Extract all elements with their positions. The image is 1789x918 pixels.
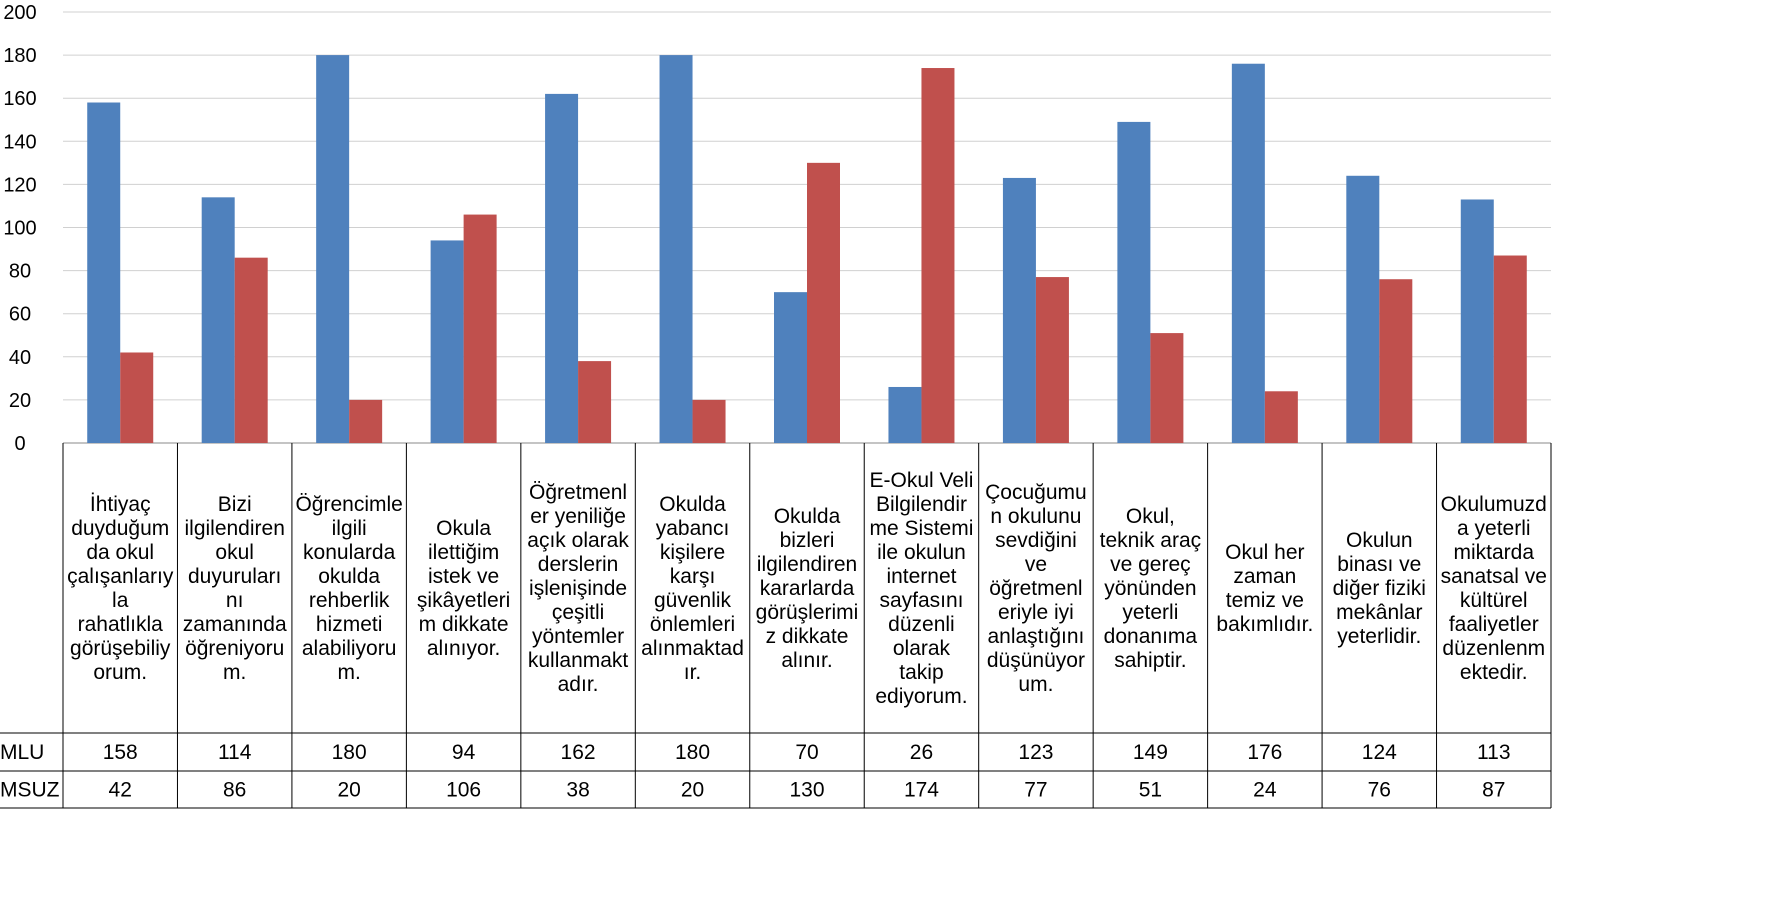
y-tick-label: 200 xyxy=(3,2,36,24)
table-value-mlu: 180 xyxy=(332,741,367,764)
category-label: İhtiyaç duyduğum da okul çalışanlarıy la raha… xyxy=(67,493,174,684)
table-value-msuz: 106 xyxy=(446,779,481,802)
bar-msuz xyxy=(1150,333,1184,443)
y-tick-label: 120 xyxy=(3,174,36,196)
y-tick-label: 100 xyxy=(3,218,36,240)
category-label: Okul her zaman temiz ve bakımlıdır. xyxy=(1216,541,1313,636)
bar-msuz xyxy=(1264,391,1298,443)
table-value-msuz: 20 xyxy=(681,779,704,802)
bar-mlu xyxy=(316,55,350,443)
table-value-msuz: 174 xyxy=(904,779,939,802)
table-value-msuz: 130 xyxy=(789,779,824,802)
bar-msuz xyxy=(1379,279,1413,443)
category-label: Öğrencimle ilgili konularda okulda rehberlik… xyxy=(295,493,402,684)
data-table: İhtiyaç duyduğum da okul çalışanlarıy la raha… xyxy=(0,443,1552,809)
table-value-msuz: 76 xyxy=(1368,779,1391,802)
table-value-msuz: 20 xyxy=(337,779,360,802)
table-value-mlu: 162 xyxy=(561,741,596,764)
bar-msuz xyxy=(1035,277,1069,443)
bar-mlu xyxy=(1002,177,1036,443)
category-label: Okul, teknik araç ve gereç yönünden yeterli d… xyxy=(1100,505,1202,672)
category-label: Okulun binası ve diğer fiziki mekânlar yeter… xyxy=(1333,529,1426,648)
bar-msuz xyxy=(921,68,955,443)
bar-mlu xyxy=(1231,63,1265,443)
bar-msuz xyxy=(120,352,154,443)
table-value-msuz: 86 xyxy=(223,779,246,802)
table-value-mlu: 158 xyxy=(103,741,138,764)
bars xyxy=(87,55,1527,443)
bar-mlu xyxy=(1117,121,1151,443)
category-label: Çocuğumu n okulunu sevdiğini ve öğretmenl eri… xyxy=(985,481,1087,696)
y-tick-label: 80 xyxy=(9,261,31,283)
table-value-mlu: 124 xyxy=(1362,741,1397,764)
category-label: Okulda bizleri ilgilendiren kararlarda görüş… xyxy=(756,505,859,672)
table-value-msuz: 42 xyxy=(109,779,132,802)
bar-msuz xyxy=(692,399,726,443)
y-tick-label: 140 xyxy=(3,131,36,153)
table-value-mlu: 123 xyxy=(1018,741,1053,764)
bar-msuz xyxy=(807,162,840,443)
y-tick-label: 20 xyxy=(9,390,31,412)
table-value-mlu: 180 xyxy=(675,741,710,764)
table-value-msuz: 77 xyxy=(1024,779,1047,802)
bar-mlu xyxy=(201,197,235,443)
table-value-mlu: 176 xyxy=(1247,741,1282,764)
bar-mlu xyxy=(430,240,464,443)
series-row-label: MLU xyxy=(0,741,44,764)
bar-msuz xyxy=(349,399,383,443)
bar-mlu xyxy=(659,55,693,443)
y-tick-label: 60 xyxy=(9,304,31,326)
bar-msuz xyxy=(234,257,268,443)
table-value-msuz: 24 xyxy=(1253,779,1277,802)
bar-msuz xyxy=(1493,255,1527,443)
table-value-msuz: 87 xyxy=(1482,779,1505,802)
table-value-mlu: 149 xyxy=(1133,741,1168,764)
y-tick-label: 180 xyxy=(3,45,36,67)
bar-mlu xyxy=(888,386,922,443)
bar-mlu xyxy=(1460,199,1494,443)
table-value-mlu: 70 xyxy=(795,741,818,764)
table-value-mlu: 114 xyxy=(218,741,252,764)
category-label: Okula ilettiğim istek ve şikâyetleri m dikka… xyxy=(417,517,510,660)
bar-msuz xyxy=(578,361,612,443)
table-value-msuz: 38 xyxy=(566,779,589,802)
y-axis: 0 20 40 60 80 100 120 140 160 180 200 xyxy=(3,2,36,455)
y-tick-label: 0 xyxy=(14,433,25,455)
y-tick-label: 40 xyxy=(9,347,31,369)
bar-mlu xyxy=(545,93,579,443)
category-label: Bizi ilgilendiren okul duyuruları nı zamanınd… xyxy=(183,493,287,684)
bar-mlu xyxy=(774,292,807,443)
table-value-mlu: 94 xyxy=(452,741,476,764)
bar-mlu xyxy=(1346,175,1380,443)
y-tick-label: 160 xyxy=(3,88,36,110)
series-row-label: MSUZ xyxy=(0,779,60,802)
category-label: Okulda yabancı kişilere karşı güvenlik önleml… xyxy=(641,493,744,684)
category-label: Öğretmenl er yeniliğe açık olarak derslerin… xyxy=(527,481,629,696)
category-label: E-Okul Veli Bilgilendir me Sistemi ile okul… xyxy=(870,469,974,708)
category-label: Okulumuzd a yeterli miktarda sanatsal ve kül… xyxy=(1441,493,1547,684)
table-value-msuz: 51 xyxy=(1139,779,1162,802)
bar-msuz xyxy=(463,214,497,443)
bar-mlu xyxy=(87,102,121,443)
table-value-mlu: 113 xyxy=(1477,741,1510,764)
table-value-mlu: 26 xyxy=(910,741,933,764)
